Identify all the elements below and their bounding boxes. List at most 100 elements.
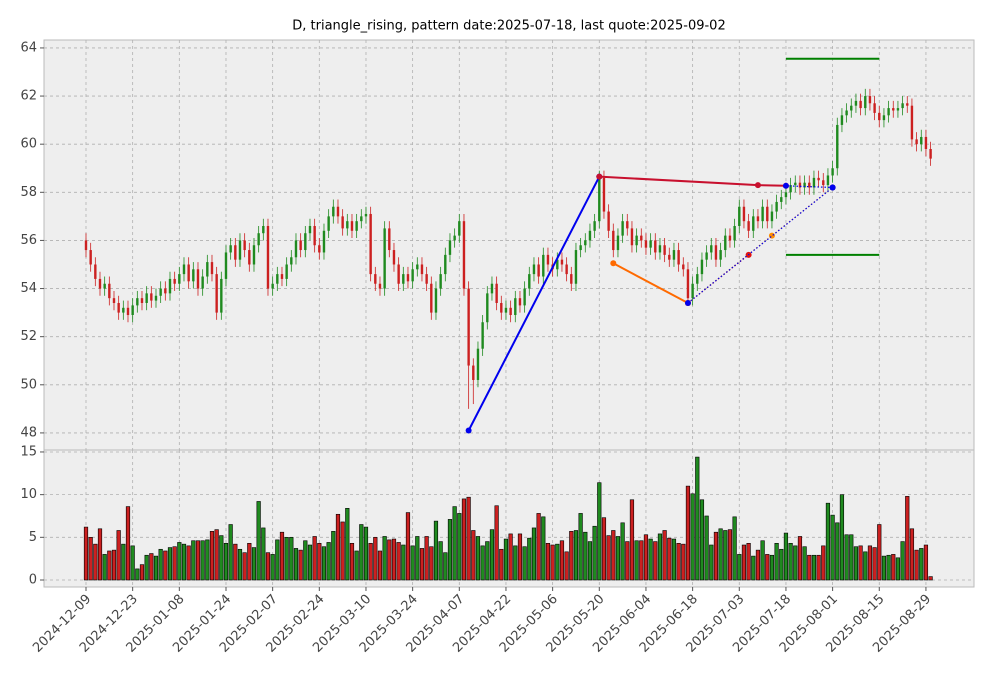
- candle-body: [789, 185, 792, 193]
- volume-bar: [625, 541, 630, 581]
- candle-body: [304, 233, 307, 251]
- volume-bar: [265, 552, 271, 581]
- candle-body: [234, 245, 237, 260]
- volume-bar: [279, 531, 285, 581]
- volume-bar: [905, 496, 910, 581]
- candle-body: [532, 264, 536, 275]
- volume-bar: [634, 540, 639, 581]
- volume-bar: [177, 542, 182, 581]
- volume-bar: [578, 513, 583, 581]
- candle-body: [570, 274, 573, 284]
- candle-body: [929, 148, 932, 159]
- candle-body: [136, 298, 139, 306]
- volume-bar: [107, 550, 112, 581]
- candle-body: [518, 298, 522, 306]
- candle-body: [873, 103, 876, 113]
- candle-body: [780, 197, 783, 202]
- volume-bar: [480, 545, 485, 581]
- volume-bar: [387, 539, 392, 581]
- volume-bar: [718, 528, 723, 581]
- candle-body: [103, 283, 106, 289]
- candle-body: [94, 264, 97, 279]
- candle-body: [556, 259, 559, 270]
- candle-body: [812, 177, 816, 188]
- volume-bar: [783, 532, 789, 581]
- volume-bar: [475, 536, 481, 581]
- candle-body: [434, 288, 438, 313]
- y-tick-label: 10: [20, 487, 37, 502]
- y-tick-label: 58: [20, 185, 37, 200]
- volume-bar: [587, 541, 593, 581]
- y-tick-label: 62: [20, 89, 37, 104]
- volume-bar: [289, 537, 294, 581]
- candle-body: [747, 221, 750, 231]
- volume-bar: [643, 534, 649, 581]
- volume-bar: [797, 536, 803, 581]
- candle-body: [168, 278, 172, 294]
- volume-bar: [545, 542, 551, 581]
- volume-bar: [200, 540, 205, 581]
- candle-body: [850, 105, 853, 111]
- volume-bar: [858, 545, 863, 581]
- volume-bar: [909, 528, 915, 581]
- volume-bar: [606, 535, 611, 581]
- pattern-point: [829, 184, 836, 191]
- candle-body: [859, 100, 862, 109]
- volume-bar: [793, 545, 798, 581]
- candle-body: [882, 115, 886, 121]
- volume-bar: [723, 530, 728, 581]
- volume-bar: [121, 543, 126, 581]
- volume-bar: [452, 506, 457, 581]
- volume-bar: [527, 537, 532, 581]
- volume-bar: [746, 542, 751, 581]
- candle-body: [612, 230, 615, 251]
- candle-body: [696, 274, 699, 284]
- volume-bar: [648, 538, 653, 581]
- candle-body: [430, 283, 433, 313]
- candle-body: [640, 235, 643, 241]
- y-tick-label: 48: [20, 425, 37, 440]
- pattern-point: [754, 182, 761, 189]
- candle-body: [243, 240, 246, 251]
- volume-bar: [601, 517, 607, 581]
- candle-body: [215, 274, 218, 313]
- volume-bar: [914, 549, 919, 581]
- volume-bar: [377, 550, 383, 581]
- volume-bar: [835, 522, 840, 581]
- candle-body: [682, 264, 685, 270]
- candle-body: [616, 235, 620, 251]
- volume-bar: [167, 547, 173, 581]
- volume-bar: [690, 493, 695, 581]
- volume-bar: [326, 542, 331, 581]
- y-tick-label: 52: [20, 329, 37, 344]
- candle-body: [808, 182, 811, 188]
- candle-body: [89, 250, 92, 265]
- volume-bar: [830, 514, 835, 581]
- pattern-point: [596, 173, 603, 180]
- candle-body: [294, 240, 298, 258]
- volume-bar: [559, 540, 565, 581]
- y-tick-label: 54: [20, 281, 37, 296]
- volume-bar: [765, 554, 770, 581]
- volume-bar: [363, 526, 369, 581]
- y-tick-label: 56: [20, 233, 37, 248]
- volume-bar: [214, 529, 219, 581]
- candle-body: [98, 278, 102, 289]
- candle-body: [784, 192, 788, 198]
- candle-body: [187, 264, 190, 282]
- candle-body: [145, 293, 148, 303]
- volume-bar: [144, 554, 149, 581]
- candle-body: [318, 245, 321, 253]
- candle-body: [663, 245, 666, 255]
- volume-bar: [373, 537, 378, 581]
- volume-bar: [802, 546, 807, 581]
- volume-bar: [391, 538, 397, 581]
- candle-body: [173, 278, 176, 284]
- volume-bar: [261, 527, 266, 581]
- volume-bar: [242, 552, 247, 581]
- volume-bar: [293, 548, 299, 581]
- volume-bar: [844, 534, 849, 581]
- candle-body: [178, 274, 181, 284]
- volume-bar: [564, 551, 569, 581]
- volume-bar: [811, 554, 817, 581]
